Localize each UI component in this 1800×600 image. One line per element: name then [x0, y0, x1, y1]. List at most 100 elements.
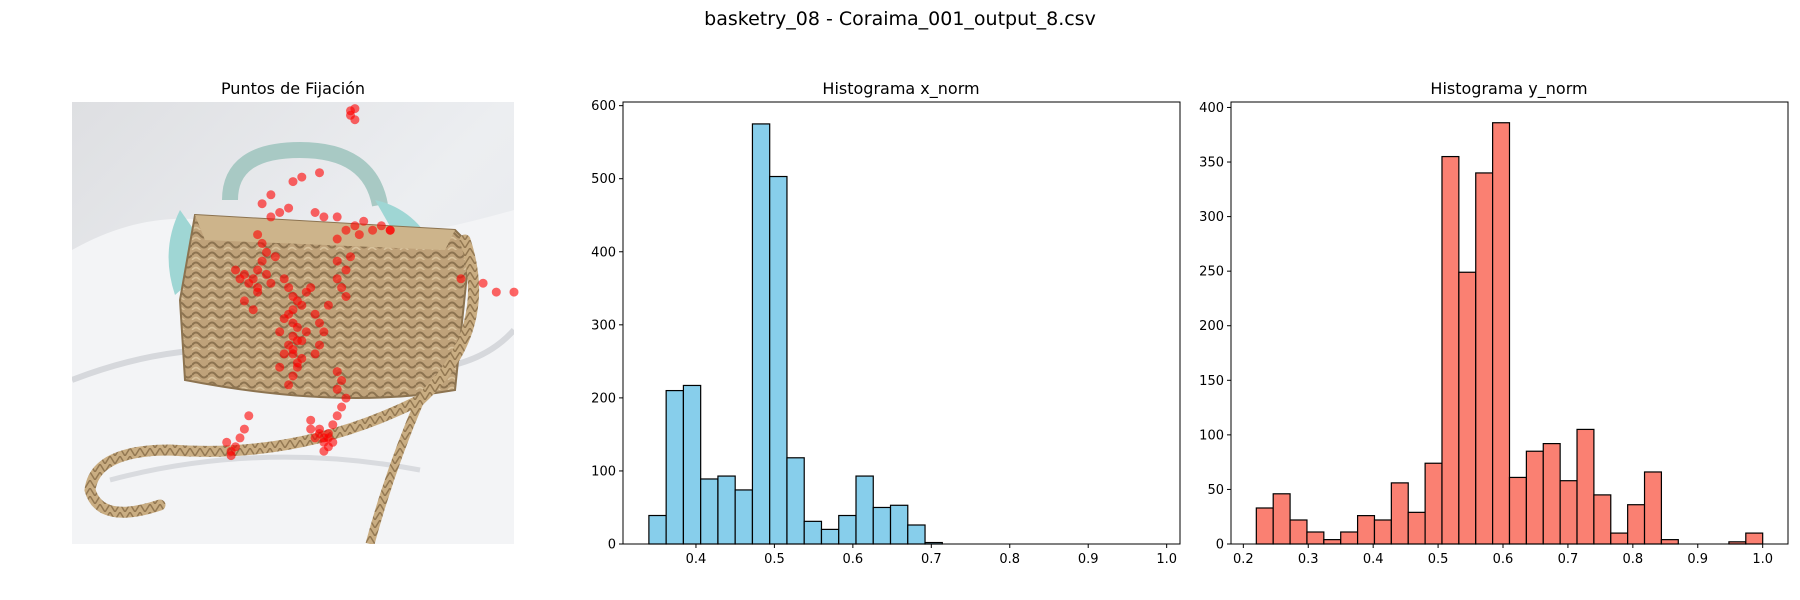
y-hist-frame	[1230, 101, 1789, 545]
x-tick-label: 0.8	[999, 552, 1020, 567]
fixation-point	[350, 115, 360, 125]
fixation-point	[341, 265, 351, 275]
hist-bar	[1610, 532, 1629, 545]
y-hist-yaxis: 0 50 100 150 200 250 300 350 400	[1199, 101, 1231, 553]
hist-bar	[1576, 428, 1595, 545]
hist-bar	[838, 514, 857, 545]
fixation-point	[284, 283, 294, 293]
fixation-point	[337, 402, 347, 412]
fixation-point	[346, 252, 355, 262]
fixation-point	[456, 274, 466, 284]
y-tick-label: 150	[1199, 374, 1224, 389]
x-hist-xaxis: 0.4 0.5 0.6 0.7 0.8 0.9 1.0	[686, 544, 1177, 567]
fixation-point	[279, 314, 289, 324]
hist-bar	[1255, 507, 1274, 545]
fixation-point	[288, 371, 298, 381]
fixation-point	[491, 287, 501, 297]
hist-bar	[1643, 471, 1663, 545]
fixation-point	[315, 429, 324, 438]
fixation-point	[306, 283, 316, 293]
x-tick-label: 0.4	[1363, 552, 1384, 567]
x-hist-panel: Histograma x_norm 0.4 0.5 0.6 0.7 0.8 0.9 1.0 …	[591, 79, 1181, 567]
fixation-point	[359, 216, 369, 226]
y-tick-label: 400	[1199, 101, 1224, 116]
figure-suptitle: basketry_08 - Coraima_001_output_8.csv	[704, 8, 1096, 30]
y-hist-title: Histograma y_norm	[1430, 79, 1587, 99]
y-tick-label: 300	[591, 318, 616, 333]
hist-bar	[1373, 519, 1392, 545]
fixation-point	[292, 322, 302, 332]
hist-bar	[803, 520, 823, 545]
fixation-point	[509, 287, 519, 297]
fixation-point	[354, 230, 364, 240]
fixation-point	[266, 190, 276, 200]
fixation-title: Puntos de Fijación	[221, 79, 365, 98]
hist-bar	[786, 457, 805, 545]
fixation-point	[279, 274, 289, 284]
hist-bar	[1356, 515, 1376, 545]
fixation-point	[239, 269, 249, 279]
y-tick-label: 0	[1216, 538, 1224, 553]
fixation-point	[341, 393, 351, 403]
hist-bar	[1407, 511, 1426, 545]
hist-bar	[1458, 271, 1477, 545]
fixation-point	[376, 221, 386, 231]
x-hist-yaxis: 0 100 200 300 400 500 600	[591, 99, 623, 553]
y-tick-label: 350	[1199, 156, 1224, 171]
fixation-point	[310, 208, 320, 217]
hist-bar	[769, 175, 788, 545]
fixation-point	[297, 172, 307, 182]
fixation-point	[284, 380, 294, 390]
hist-bar	[751, 123, 771, 545]
hist-bar	[1593, 494, 1612, 545]
fixation-point	[275, 327, 285, 337]
fixation-point	[319, 446, 329, 456]
x-tick-label: 0.9	[1687, 552, 1708, 567]
fixation-point	[315, 340, 324, 350]
hist-bar	[907, 524, 926, 545]
hist-bar	[700, 478, 719, 545]
x-tick-label: 0.8	[1623, 552, 1644, 567]
hist-bar	[1542, 443, 1561, 545]
fixation-point	[306, 424, 316, 434]
fixation-point	[257, 238, 267, 248]
fixation-point	[288, 345, 298, 354]
fixation-point	[226, 451, 236, 461]
fixation-point	[350, 104, 360, 114]
hist-bar	[1424, 462, 1443, 545]
fixation-point	[262, 269, 271, 279]
hist-bar	[1272, 493, 1291, 545]
y-tick-label: 100	[591, 464, 616, 479]
hist-bar	[1323, 539, 1342, 545]
fixation-point	[266, 212, 276, 222]
x-tick-label: 0.3	[1298, 552, 1319, 567]
fixation-point	[332, 274, 342, 284]
y-tick-label: 600	[591, 99, 616, 114]
fixation-point	[297, 353, 307, 363]
fixation-panel: Puntos de Fijación	[72, 79, 519, 544]
fixation-point	[478, 278, 488, 288]
x-tick-label: 0.6	[843, 552, 864, 567]
hist-bar	[1627, 504, 1646, 545]
hist-bar	[820, 528, 840, 545]
fixation-point	[222, 437, 232, 447]
fixation-point	[332, 212, 342, 222]
hist-bar	[855, 475, 874, 545]
fixation-point	[301, 327, 311, 337]
fixation-point	[253, 283, 263, 293]
fixation-point	[284, 203, 294, 213]
fixation-point	[332, 367, 342, 377]
fixation-point	[315, 318, 324, 328]
fixation-point	[319, 327, 329, 337]
fixation-point	[292, 362, 302, 372]
fixation-point	[385, 225, 395, 235]
fixation-point	[310, 309, 320, 319]
fixation-point	[341, 292, 351, 301]
fixation-point	[350, 221, 360, 231]
y-tick-label: 300	[1199, 210, 1224, 225]
x-tick-label: 0.9	[1078, 552, 1099, 567]
fixation-point	[328, 420, 338, 430]
hist-bar	[1289, 519, 1308, 545]
fixation-point	[257, 199, 267, 209]
hist-bar	[1340, 531, 1359, 545]
